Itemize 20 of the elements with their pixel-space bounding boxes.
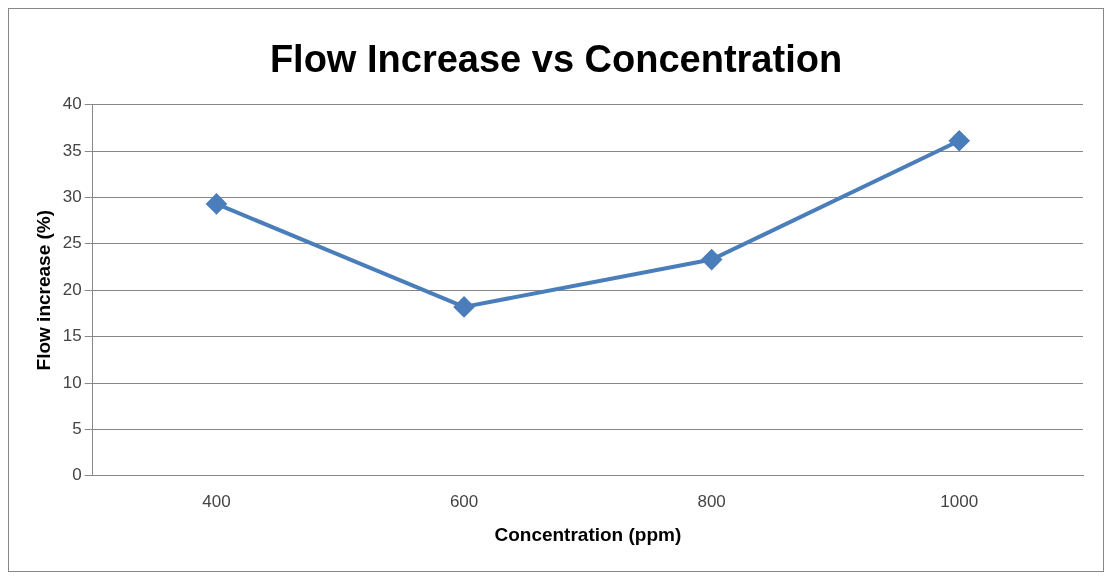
- x-tick-label: 800: [697, 491, 726, 511]
- point: [949, 130, 970, 151]
- point: [206, 193, 227, 214]
- x-tick-label: 1000: [940, 491, 979, 511]
- y-tick-label: 40: [62, 94, 82, 114]
- y-tick-label: 10: [62, 372, 82, 392]
- y-tick-label: 0: [72, 465, 82, 485]
- y-tick-label: 5: [72, 419, 82, 439]
- chart-title: Flow Increase vs Concentration: [269, 38, 843, 81]
- y-axis-title: Flow increase (%): [32, 209, 54, 371]
- y-tick-label: 30: [62, 187, 82, 207]
- y-tick-label: 20: [62, 279, 82, 299]
- point: [701, 249, 722, 270]
- y-tick-label: 25: [62, 233, 82, 253]
- x-tick-label: 600: [449, 491, 479, 511]
- x-tick-label: 400: [202, 491, 231, 511]
- y-tick-label: 15: [62, 326, 82, 346]
- point: [454, 296, 475, 317]
- y-tick-label: 35: [62, 140, 82, 160]
- x-axis-title: Concentration (ppm): [494, 523, 682, 545]
